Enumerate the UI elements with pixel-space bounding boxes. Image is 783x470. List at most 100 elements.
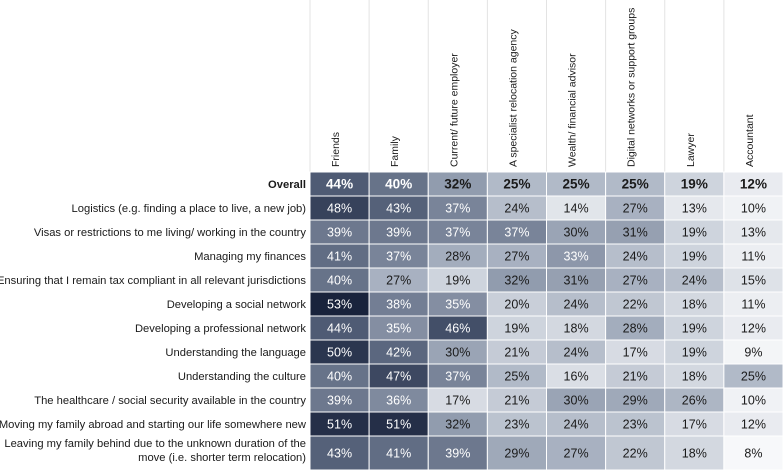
- heatmap-cell: [664, 339, 725, 365]
- cell-value-label: 13%: [682, 202, 707, 216]
- cell-value-label: 22%: [623, 447, 648, 461]
- cell-value-label: 43%: [327, 447, 352, 461]
- column-header-label: Accountant: [744, 114, 756, 167]
- cell-value-label: 21%: [504, 346, 529, 360]
- row-label: Understanding the culture: [178, 371, 306, 383]
- cell-value-label: 32%: [504, 274, 529, 288]
- column-header-label: Family: [389, 135, 401, 167]
- heatmap-cell: [723, 171, 783, 197]
- row-label: Leaving my family behind due to the unkn…: [4, 438, 306, 464]
- cell-value-label: 43%: [386, 202, 411, 216]
- cell-value-label: 29%: [623, 394, 648, 408]
- heatmap-cell: [427, 387, 488, 413]
- column-header-label: Current/ future employer: [448, 53, 460, 167]
- heatmap-cell: [368, 219, 429, 245]
- cell-value-label: 51%: [327, 418, 352, 432]
- cell-value-label: 27%: [386, 274, 411, 288]
- heatmap-cell: [605, 363, 666, 389]
- cell-value-label: 13%: [741, 226, 766, 240]
- heatmap-cell: [368, 195, 429, 221]
- cell-value-label: 24%: [564, 418, 589, 432]
- cell-value-label: 33%: [564, 250, 589, 264]
- cell-value-label: 24%: [682, 274, 707, 288]
- heatmap-cell: [309, 219, 370, 245]
- heatmap-cell: [605, 411, 666, 437]
- heatmap-cell: [309, 171, 370, 197]
- cell-value-label: 25%: [622, 177, 649, 192]
- cell-value-label: 28%: [623, 322, 648, 336]
- cell-value-label: 21%: [623, 370, 648, 384]
- cell-value-label: 19%: [682, 346, 707, 360]
- heatmap-cell: [605, 267, 666, 293]
- cell-value-label: 22%: [623, 298, 648, 312]
- cell-value-label: 19%: [681, 177, 708, 192]
- heatmap-cell: [605, 435, 666, 470]
- row-label: Developing a professional network: [135, 323, 306, 335]
- cell-value-label: 51%: [386, 418, 411, 432]
- cell-value-label: 18%: [682, 298, 707, 312]
- cell-value-label: 26%: [682, 394, 707, 408]
- row-labels: Overall Logistics (e.g. finding a place t…: [0, 179, 307, 464]
- cell-value-label: 30%: [564, 394, 589, 408]
- heatmap-cell: [486, 339, 547, 365]
- heatmap-cell: [664, 291, 725, 317]
- heatmap-cell: [486, 243, 547, 269]
- heatmap-cell: [546, 267, 607, 293]
- heatmap-cell: [546, 387, 607, 413]
- heatmap-cell: [309, 363, 370, 389]
- cell-value-label: 24%: [504, 202, 529, 216]
- cell-value-label: 19%: [682, 250, 707, 264]
- heatmap-cell: [309, 315, 370, 341]
- cell-value-label: 25%: [741, 370, 766, 384]
- cell-value-label: 50%: [327, 346, 352, 360]
- cell-value-label: 40%: [327, 274, 352, 288]
- cell-value-label: 27%: [564, 447, 589, 461]
- cell-value-label: 24%: [564, 298, 589, 312]
- cell-value-label: 35%: [445, 298, 470, 312]
- cell-value-label: 11%: [741, 298, 765, 312]
- cell-value-label: 28%: [445, 250, 470, 264]
- cell-value-label: 41%: [327, 250, 352, 264]
- row-label: Moving my family abroad and starting our…: [0, 419, 307, 431]
- cell-value-label: 30%: [564, 226, 589, 240]
- column-header-label: Digital networks or support groups: [626, 8, 638, 167]
- cell-value-label: 25%: [563, 177, 590, 192]
- cell-value-label: 25%: [503, 177, 530, 192]
- cell-value-label: 40%: [327, 370, 352, 384]
- heatmap-cell: [605, 219, 666, 245]
- column-header-label: Wealth/ financial advisor: [567, 53, 579, 167]
- cell-value-label: 19%: [504, 322, 529, 336]
- cell-value-label: 18%: [682, 447, 707, 461]
- cell-value-label: 44%: [326, 177, 353, 192]
- heatmap-cell: [368, 315, 429, 341]
- cell-value-label: 15%: [741, 274, 766, 288]
- cell-value-label: 31%: [623, 226, 648, 240]
- cell-value-label: 24%: [623, 250, 648, 264]
- heatmap-cell: [723, 291, 783, 317]
- cell-value-label: 27%: [623, 274, 648, 288]
- cell-value-label: 30%: [445, 346, 470, 360]
- cell-value-label: 18%: [564, 322, 589, 336]
- heatmap-cell: [486, 315, 547, 341]
- row-label: Ensuring that I remain tax compliant in …: [0, 275, 306, 287]
- cell-value-label: 31%: [564, 274, 589, 288]
- heatmap-cell: [723, 363, 783, 389]
- heatmap-cells: 44% 40% 32% 25% 25% 25% 19% 12% 48% 43% 37% 24% 14% 2…: [309, 171, 783, 470]
- cell-value-label: 21%: [504, 394, 529, 408]
- cell-value-label: 19%: [682, 322, 707, 336]
- row-label: Understanding the language: [165, 347, 306, 359]
- cell-value-label: 20%: [504, 298, 529, 312]
- heatmap-cell: [486, 219, 547, 245]
- cell-value-label: 27%: [504, 250, 529, 264]
- cell-value-label: 11%: [741, 250, 765, 264]
- cell-value-label: 39%: [445, 447, 470, 461]
- row-label: Logistics (e.g. finding a place to live,…: [72, 203, 307, 215]
- cell-value-label: 17%: [682, 418, 707, 432]
- cell-value-label: 39%: [327, 226, 352, 240]
- column-headers: Friends Family Current/ future employer A s…: [309, 0, 756, 172]
- cell-value-label: 41%: [386, 447, 411, 461]
- cell-value-label: 29%: [504, 447, 529, 461]
- cell-value-label: 44%: [327, 322, 352, 336]
- cell-value-label: 12%: [740, 177, 767, 192]
